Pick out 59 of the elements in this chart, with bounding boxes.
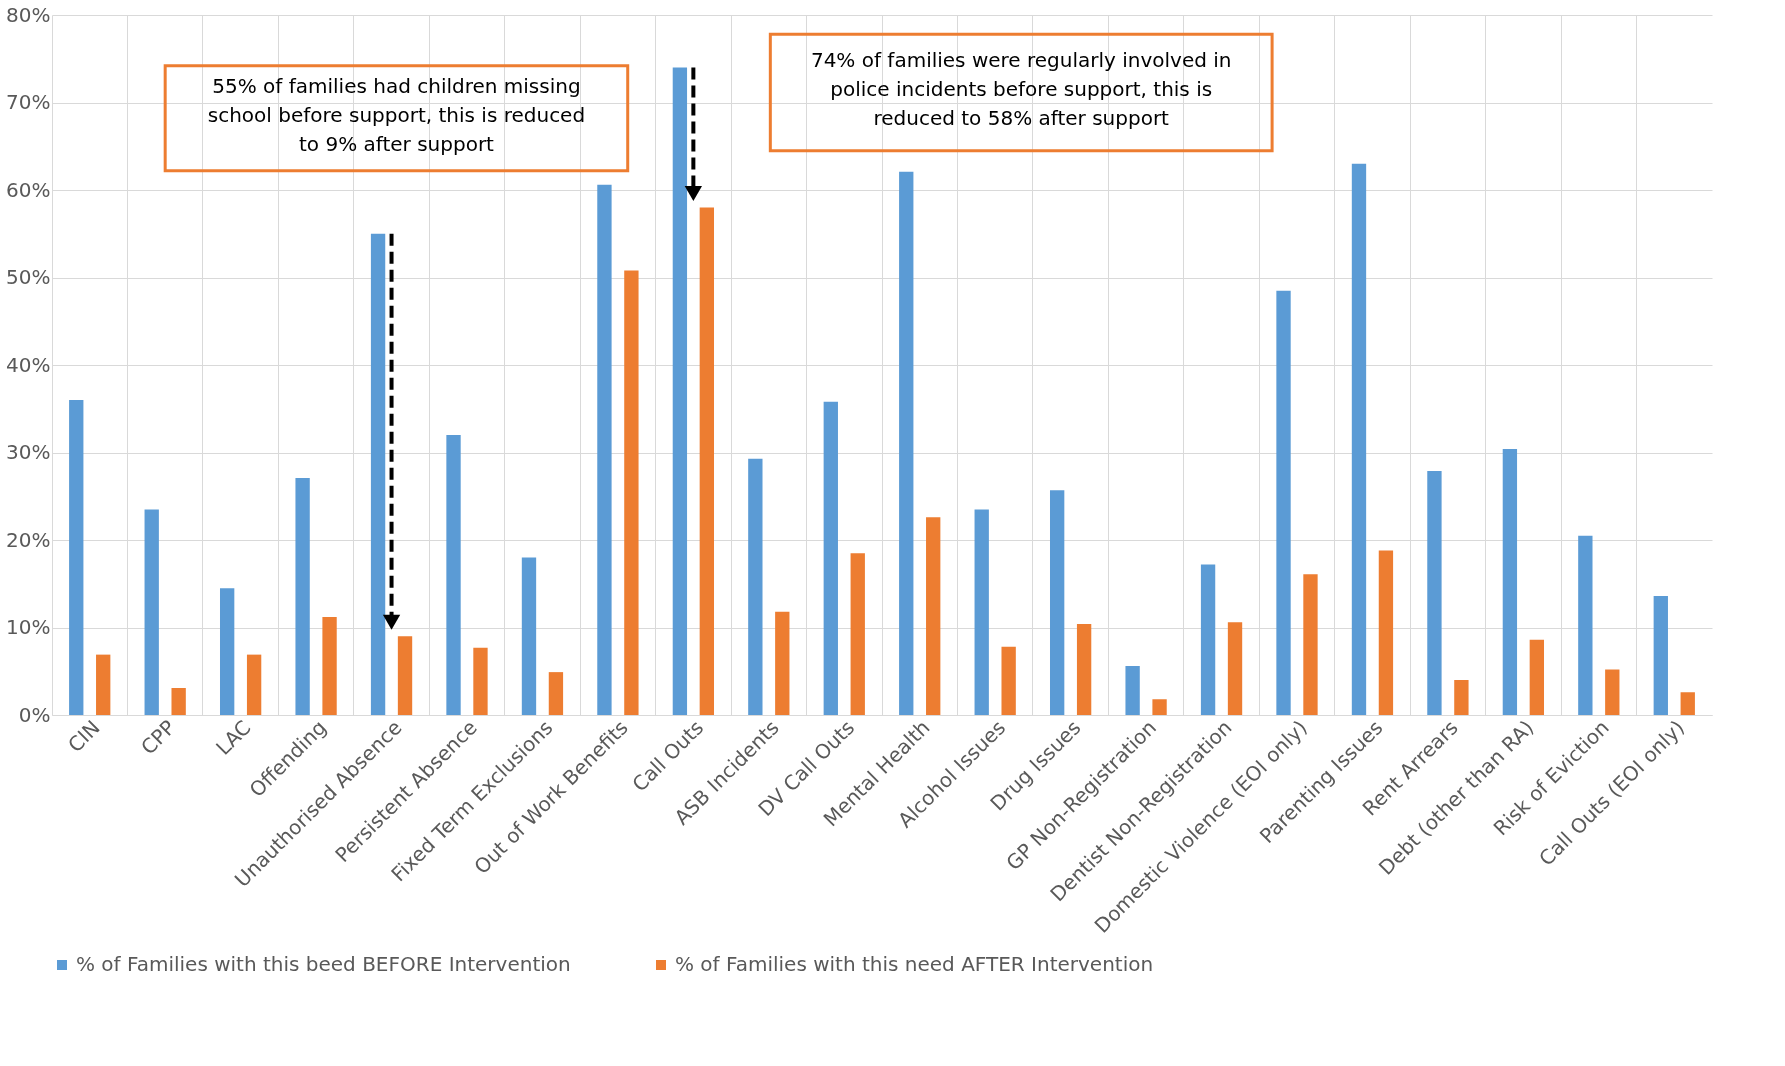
bar xyxy=(1605,669,1620,715)
bar xyxy=(1653,596,1668,715)
bar xyxy=(597,184,612,715)
bar xyxy=(974,509,989,715)
x-tick-label: CPP xyxy=(136,715,181,760)
bar xyxy=(775,611,790,715)
bar xyxy=(144,509,159,715)
bar xyxy=(1454,680,1469,715)
x-tick-label: CIN xyxy=(62,715,105,757)
y-tick-label: 60% xyxy=(6,177,51,202)
bar xyxy=(699,207,715,715)
legend-label: % of Families with this beed BEFORE Intervention xyxy=(76,952,571,976)
bar xyxy=(672,67,688,715)
bar xyxy=(96,654,111,715)
bar xyxy=(1303,574,1318,715)
bar xyxy=(1125,666,1140,715)
bar xyxy=(1680,692,1695,715)
bar xyxy=(446,435,461,715)
y-tick-label: 20% xyxy=(6,527,51,552)
bar xyxy=(1227,622,1243,715)
bar xyxy=(1049,490,1065,715)
bar xyxy=(748,458,763,715)
bar xyxy=(370,233,386,715)
bar xyxy=(1529,639,1545,715)
y-tick-label: 0% xyxy=(18,702,51,727)
bar xyxy=(624,270,639,715)
bar xyxy=(899,171,914,715)
bar xyxy=(521,557,537,715)
bar xyxy=(69,400,84,715)
bar xyxy=(1076,624,1092,715)
bar xyxy=(1351,163,1367,715)
bar xyxy=(1001,646,1016,715)
annotation: 74% of families were regularly involved in police incidents before support, this is reduced to 58% after support xyxy=(810,47,1232,130)
bar xyxy=(473,647,488,715)
bar xyxy=(171,687,186,715)
y-tick-label: 70% xyxy=(6,90,51,114)
y-tick-label: 40% xyxy=(6,352,51,377)
bar xyxy=(1427,470,1442,715)
bar xyxy=(1200,564,1216,715)
y-tick-label: 10% xyxy=(6,615,51,639)
legend-label: % of Families with this need AFTER Intervention xyxy=(675,952,1154,976)
bar xyxy=(1152,699,1167,715)
y-tick-label: 50% xyxy=(6,265,51,289)
bar xyxy=(850,553,865,715)
bar xyxy=(322,617,337,715)
bar xyxy=(1276,290,1291,715)
bar xyxy=(1378,550,1394,715)
bar xyxy=(1578,535,1593,715)
annotation: 55% of families had children missing school before support, this is reduced to 9% after support xyxy=(207,73,586,156)
bar xyxy=(823,401,838,715)
y-tick-label: 80% xyxy=(6,2,51,27)
bar xyxy=(295,477,310,715)
y-tick-label: 30% xyxy=(6,440,51,464)
bar xyxy=(1502,449,1518,715)
bar xyxy=(926,517,941,715)
bar xyxy=(246,654,262,715)
bar xyxy=(219,588,235,715)
bar xyxy=(397,636,413,715)
bar xyxy=(548,672,564,715)
